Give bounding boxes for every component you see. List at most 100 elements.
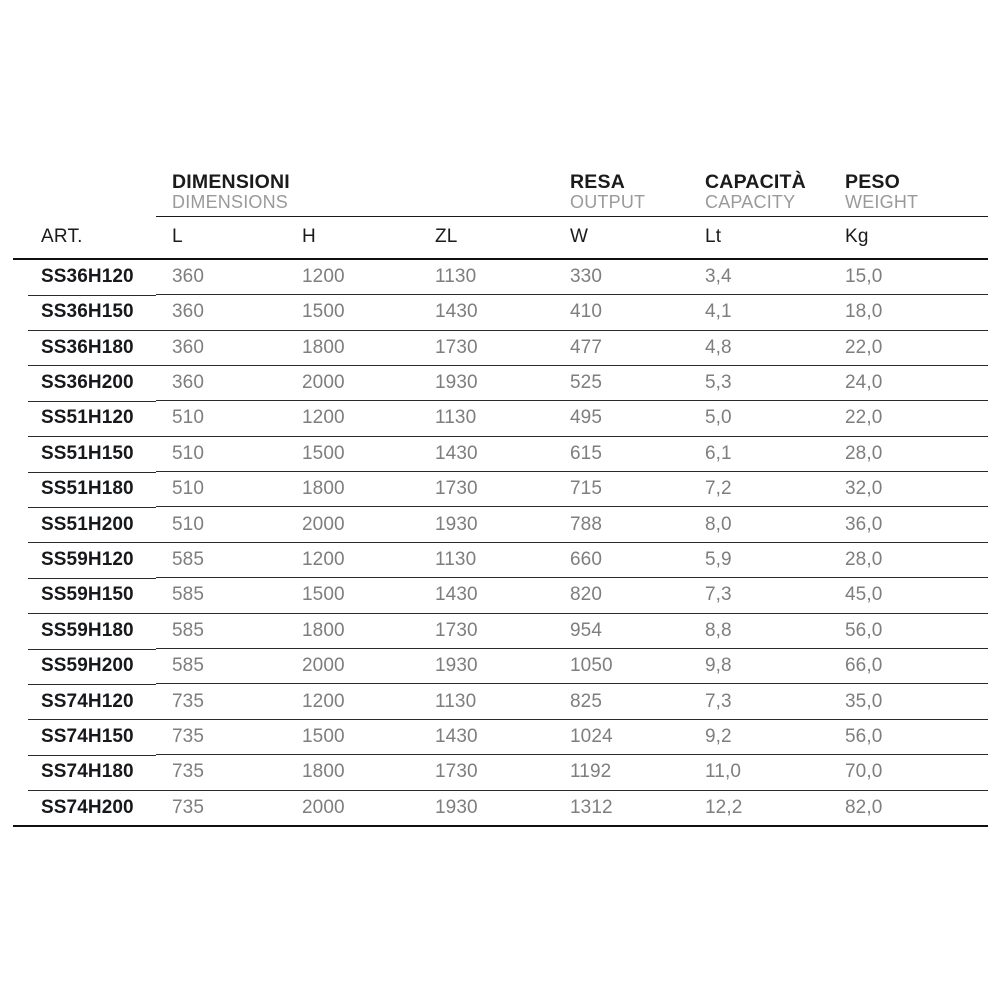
table-body: SS36H120 360 1200 1130 330 3,4 15,0 SS36H150 360… — [13, 258, 989, 827]
cell-kg: 28,0 — [829, 542, 989, 579]
cell-article-code: SS74H180 — [13, 755, 156, 792]
group-header-capacita: CAPACITÀ CAPACITY — [689, 172, 829, 216]
table-row: SS51H180 510 1800 1730 715 7,2 32,0 — [13, 471, 989, 509]
cell-kg: 56,0 — [829, 613, 989, 650]
cell-zl: 1130 — [419, 258, 555, 296]
rule-segment-lt — [689, 215, 830, 217]
cell-article-code: SS36H200 — [13, 365, 156, 403]
group-header-art — [13, 172, 156, 216]
cell-w: 825 — [554, 683, 690, 720]
cell-lt: 7,3 — [689, 577, 830, 614]
cell-zl: 1930 — [419, 790, 555, 827]
cell-l: 360 — [156, 258, 286, 296]
cell-kg: 32,0 — [829, 471, 989, 508]
cell-article-code: SS59H120 — [13, 542, 156, 580]
cell-kg: 70,0 — [829, 754, 989, 791]
cell-lt: 6,1 — [689, 436, 830, 473]
cell-article-code: SS51H200 — [13, 507, 156, 544]
cell-article-code: SS74H150 — [13, 719, 156, 757]
cell-h: 1800 — [286, 330, 419, 366]
column-header-zl: ZL — [435, 225, 458, 247]
cell-zl: 1730 — [419, 613, 555, 650]
cell-kg: 24,0 — [829, 365, 989, 402]
cell-h: 1500 — [286, 577, 419, 614]
cell-h: 2000 — [286, 365, 419, 402]
table-row: SS59H200 585 2000 1930 1050 9,8 66,0 — [13, 648, 989, 686]
cell-w: 330 — [554, 258, 690, 296]
cell-w: 525 — [554, 365, 690, 402]
table-row: SS74H200 735 2000 1930 1312 12,2 82,0 — [13, 790, 989, 827]
cell-zl: 1730 — [419, 754, 555, 791]
table-row: SS74H120 735 1200 1130 825 7,3 35,0 — [13, 683, 989, 721]
cell-l: 735 — [156, 754, 286, 791]
cell-w: 660 — [554, 542, 690, 579]
column-header-art: ART. — [41, 225, 83, 247]
column-header-l: L — [172, 225, 183, 247]
cell-lt: 5,0 — [689, 400, 830, 437]
cell-l: 360 — [156, 330, 286, 366]
table-row: SS36H200 360 2000 1930 525 5,3 24,0 — [13, 365, 989, 403]
cell-kg: 22,0 — [829, 400, 989, 437]
cell-lt: 8,0 — [689, 506, 830, 543]
rule-segment-zl — [419, 215, 555, 217]
cell-w: 615 — [554, 436, 690, 473]
cell-l: 360 — [156, 365, 286, 402]
cell-w: 715 — [554, 471, 690, 508]
table-row: SS51H150 510 1500 1430 615 6,1 28,0 — [13, 436, 989, 473]
group-header-dimensioni-en: DIMENSIONS — [172, 191, 289, 212]
cell-l: 585 — [156, 542, 286, 579]
cell-article-code: SS74H200 — [13, 790, 156, 827]
cell-kg: 28,0 — [829, 436, 989, 473]
cell-w: 1192 — [554, 754, 690, 791]
cell-w: 1050 — [554, 648, 690, 685]
cell-article-code: SS51H180 — [13, 472, 156, 509]
cell-kg: 56,0 — [829, 719, 989, 756]
cell-zl: 1430 — [419, 436, 555, 473]
cell-lt: 9,2 — [689, 719, 830, 756]
cell-l: 585 — [156, 613, 286, 650]
table-row: SS36H120 360 1200 1130 330 3,4 15,0 — [13, 258, 989, 296]
cell-l: 735 — [156, 719, 286, 756]
cell-article-code: SS51H150 — [13, 436, 156, 473]
rule-segment-w — [554, 215, 690, 217]
cell-h: 1200 — [286, 400, 419, 437]
cell-zl: 1130 — [419, 683, 555, 720]
cell-w: 1024 — [554, 719, 690, 756]
cell-zl: 1730 — [419, 471, 555, 508]
cell-h: 2000 — [286, 506, 419, 543]
cell-kg: 18,0 — [829, 294, 989, 331]
cell-kg: 22,0 — [829, 330, 989, 366]
cell-kg: 36,0 — [829, 506, 989, 543]
group-header-dimensioni: DIMENSIONI DIMENSIONS — [156, 172, 554, 216]
cell-h: 1500 — [286, 719, 419, 756]
unit-header-row: ART. L H ZL W Lt Kg — [13, 216, 988, 258]
group-header-peso-en: WEIGHT — [845, 191, 919, 212]
cell-article-code: SS36H180 — [13, 330, 156, 367]
cell-l: 585 — [156, 648, 286, 685]
table-row: SS51H200 510 2000 1930 788 8,0 36,0 — [13, 506, 989, 544]
cell-h: 1200 — [286, 542, 419, 579]
cell-h: 2000 — [286, 648, 419, 685]
cell-article-code: SS59H180 — [13, 613, 156, 650]
cell-l: 735 — [156, 790, 286, 827]
table-row: SS74H180 735 1800 1730 1192 11,0 70,0 — [13, 754, 989, 792]
cell-article-code: SS59H150 — [13, 578, 156, 615]
group-header-resa-it: RESA — [570, 171, 625, 193]
cell-lt: 8,8 — [689, 613, 830, 650]
cell-l: 510 — [156, 436, 286, 473]
cell-kg: 82,0 — [829, 790, 989, 827]
cell-h: 1500 — [286, 294, 419, 331]
column-header-w: W — [570, 225, 589, 247]
cell-h: 1800 — [286, 754, 419, 791]
group-header-resa-en: OUTPUT — [570, 191, 646, 212]
group-header-row: DIMENSIONI DIMENSIONS RESA OUTPUT CAPACI… — [13, 172, 988, 216]
table-row: SS36H180 360 1800 1730 477 4,8 22,0 — [13, 330, 989, 367]
cell-lt: 9,8 — [689, 648, 830, 685]
cell-zl: 1130 — [419, 400, 555, 437]
cell-lt: 4,8 — [689, 330, 830, 366]
cell-kg: 35,0 — [829, 683, 989, 720]
table-row: SS59H150 585 1500 1430 820 7,3 45,0 — [13, 577, 989, 615]
cell-h: 2000 — [286, 790, 419, 827]
cell-w: 954 — [554, 613, 690, 650]
